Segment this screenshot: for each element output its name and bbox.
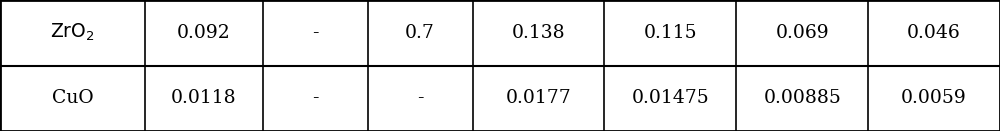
Text: 0.0118: 0.0118 bbox=[171, 89, 237, 107]
Text: 0.046: 0.046 bbox=[907, 24, 961, 42]
Text: 0.092: 0.092 bbox=[177, 24, 231, 42]
Text: 0.069: 0.069 bbox=[775, 24, 829, 42]
Text: 0.7: 0.7 bbox=[405, 24, 435, 42]
Text: 0.0059: 0.0059 bbox=[901, 89, 967, 107]
Text: 0.0177: 0.0177 bbox=[506, 89, 571, 107]
Text: CuO: CuO bbox=[52, 89, 93, 107]
Text: 0.138: 0.138 bbox=[512, 24, 565, 42]
Text: -: - bbox=[417, 89, 423, 107]
Text: -: - bbox=[312, 89, 318, 107]
Text: 0.01475: 0.01475 bbox=[631, 89, 709, 107]
Text: -: - bbox=[312, 24, 318, 42]
Text: 0.115: 0.115 bbox=[644, 24, 697, 42]
Text: $\mathrm{ZrO_2}$: $\mathrm{ZrO_2}$ bbox=[50, 22, 95, 43]
Text: 0.00885: 0.00885 bbox=[763, 89, 841, 107]
